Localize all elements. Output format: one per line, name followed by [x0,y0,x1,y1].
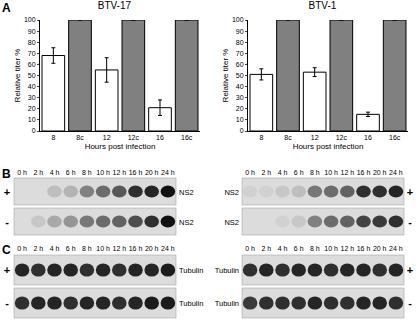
svg-text:0 h: 0 h [245,245,255,252]
svg-text:Relative titer %: Relative titer % [13,49,22,103]
svg-text:8: 8 [259,134,263,141]
svg-text:16 h: 16 h [357,169,371,176]
svg-text:B: B [2,167,11,181]
svg-text:-: - [408,297,412,309]
svg-text:6 h: 6 h [294,245,304,252]
svg-text:2 h: 2 h [33,245,43,252]
svg-text:4 h: 4 h [50,245,60,252]
svg-text:2 h: 2 h [261,245,271,252]
svg-text:Tubulin: Tubulin [179,266,203,275]
svg-text:Tubulin: Tubulin [179,299,203,308]
svg-text:6 h: 6 h [66,245,76,252]
svg-text:20 h: 20 h [145,245,159,252]
svg-text:4 h: 4 h [278,169,288,176]
svg-text:2 h: 2 h [33,169,43,176]
svg-text:4 h: 4 h [278,245,288,252]
svg-text:70: 70 [236,50,244,57]
svg-text:0: 0 [32,127,36,134]
svg-text:-: - [5,297,9,309]
svg-text:70: 70 [28,50,36,57]
svg-text:6 h: 6 h [294,169,304,176]
svg-text:24 h: 24 h [161,169,175,176]
svg-text:12 h: 12 h [340,169,354,176]
svg-text:10 h: 10 h [96,245,110,252]
svg-text:12 h: 12 h [340,245,354,252]
svg-text:16 h: 16 h [357,245,371,252]
svg-text:+: + [4,264,10,276]
svg-text:50: 50 [28,72,36,79]
svg-text:BTV-1: BTV-1 [309,0,337,11]
svg-text:60: 60 [236,61,244,68]
svg-text:8c: 8c [76,134,84,141]
svg-text:0 h: 0 h [17,169,27,176]
svg-text:12 h: 12 h [112,169,126,176]
svg-text:8: 8 [51,134,55,141]
svg-text:50: 50 [236,72,244,79]
svg-text:20: 20 [236,105,244,112]
svg-text:10 h: 10 h [96,169,110,176]
svg-text:24 h: 24 h [389,169,403,176]
svg-text:90: 90 [28,28,36,35]
svg-text:NS2: NS2 [179,218,194,227]
svg-text:+: + [4,186,10,198]
svg-text:Relative titer %: Relative titer % [221,49,230,103]
svg-text:40: 40 [28,83,36,90]
svg-text:2 h: 2 h [261,169,271,176]
svg-text:-: - [5,216,9,228]
svg-text:12c: 12c [336,134,348,141]
svg-text:BTV-17: BTV-17 [98,0,132,11]
svg-text:Hours post infection: Hours post infection [85,142,156,151]
svg-text:80: 80 [28,39,36,46]
svg-text:+: + [407,264,413,276]
svg-text:10: 10 [28,116,36,123]
svg-text:+: + [407,186,413,198]
svg-text:C: C [2,243,11,257]
svg-text:10 h: 10 h [324,245,338,252]
svg-text:16c: 16c [181,134,193,141]
svg-text:20 h: 20 h [145,169,159,176]
svg-text:NS2: NS2 [179,188,194,197]
svg-text:100: 100 [232,16,244,23]
svg-text:0: 0 [240,127,244,134]
svg-text:NS2: NS2 [224,218,239,227]
svg-text:16: 16 [156,134,164,141]
svg-text:60: 60 [28,61,36,68]
svg-text:4 h: 4 h [50,169,60,176]
svg-text:16c: 16c [389,134,401,141]
svg-text:-: - [408,216,412,228]
svg-text:12c: 12c [128,134,140,141]
svg-text:10 h: 10 h [324,169,338,176]
svg-text:16 h: 16 h [129,169,143,176]
svg-text:8c: 8c [284,134,292,141]
svg-text:8 h: 8 h [82,169,92,176]
svg-text:20: 20 [28,105,36,112]
svg-text:12: 12 [311,134,319,141]
svg-text:40: 40 [236,83,244,90]
svg-text:8 h: 8 h [310,245,320,252]
svg-text:8 h: 8 h [310,169,320,176]
svg-text:80: 80 [236,39,244,46]
svg-text:0 h: 0 h [17,245,27,252]
svg-text:0 h: 0 h [245,169,255,176]
svg-text:NS2: NS2 [224,188,239,197]
svg-text:30: 30 [28,94,36,101]
svg-text:24 h: 24 h [389,245,403,252]
svg-text:Tubulin: Tubulin [215,266,239,275]
svg-text:30: 30 [236,94,244,101]
svg-text:Tubulin: Tubulin [215,299,239,308]
svg-text:16: 16 [364,134,372,141]
svg-text:16 h: 16 h [129,245,143,252]
svg-text:8 h: 8 h [82,245,92,252]
svg-text:100: 100 [24,16,36,23]
svg-text:90: 90 [236,28,244,35]
svg-text:6 h: 6 h [66,169,76,176]
svg-text:10: 10 [236,116,244,123]
svg-text:20 h: 20 h [373,245,387,252]
svg-text:12 h: 12 h [112,245,126,252]
html-text:A: A [2,1,11,15]
svg-text:24 h: 24 h [161,245,175,252]
svg-text:20 h: 20 h [373,169,387,176]
svg-text:Hours post infection: Hours post infection [293,142,364,151]
svg-text:12: 12 [103,134,111,141]
